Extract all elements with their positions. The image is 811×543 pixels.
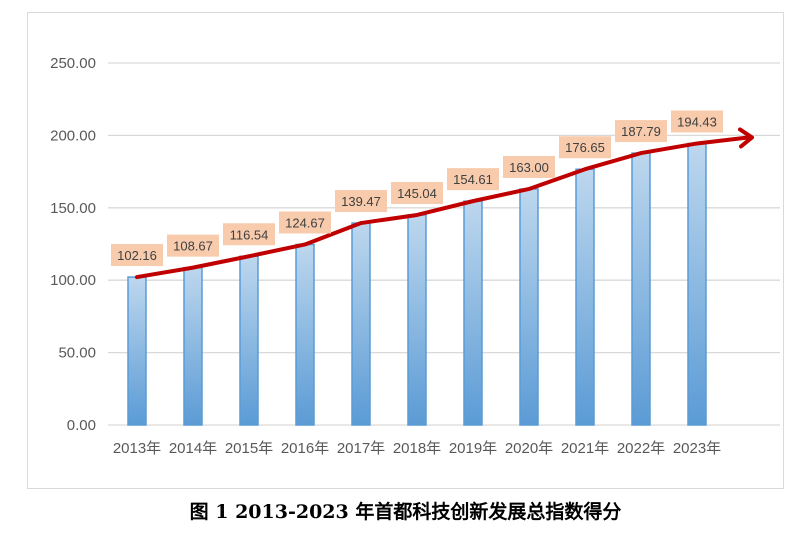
x-tick-label: 2014年: [169, 440, 217, 457]
data-label: 163.00: [509, 160, 549, 175]
data-label: 116.54: [230, 227, 269, 242]
bar: [127, 276, 147, 426]
figure-caption: 图 1 2013-2023 年首都科技创新发展总指数得分: [189, 501, 622, 523]
data-label: 187.79: [621, 124, 661, 139]
data-label-box: [279, 211, 331, 234]
x-tick-label: 2015年: [225, 440, 273, 457]
data-label-box: [391, 181, 443, 204]
data-label: 194.43: [677, 114, 717, 129]
data-label-box: [335, 190, 387, 213]
data-label: 102.16: [117, 248, 157, 263]
data-label-box: [615, 120, 667, 143]
x-tick-label: 2023年: [673, 440, 721, 457]
data-label-box: [503, 155, 555, 178]
data-label-box: [223, 223, 275, 246]
y-tick-label: 0.00: [67, 417, 96, 434]
x-tick-label: 2018年: [393, 440, 441, 457]
bar: [575, 168, 595, 426]
data-label-box: [447, 168, 499, 191]
data-label-box: [671, 110, 723, 133]
data-label: 108.67: [173, 239, 213, 254]
y-tick-label: 100.00: [50, 272, 96, 289]
bar: [295, 243, 315, 426]
x-tick-label: 2022年: [617, 440, 665, 457]
bar: [631, 152, 651, 426]
data-label-box: [559, 136, 611, 159]
x-tick-label: 2017年: [337, 440, 385, 457]
data-label: 154.61: [453, 172, 493, 187]
bar: [463, 200, 483, 426]
bar: [351, 222, 371, 426]
x-tick-label: 2013年: [113, 440, 161, 457]
trend-arrowhead: [738, 127, 754, 149]
y-tick-label: 250.00: [50, 55, 96, 72]
x-tick-label: 2021年: [561, 440, 609, 457]
data-label: 139.47: [341, 194, 381, 209]
y-tick-label: 50.00: [58, 345, 96, 362]
data-label-box: [167, 234, 219, 257]
data-label: 124.67: [285, 215, 325, 230]
bar: [519, 188, 539, 426]
y-tick-label: 200.00: [50, 127, 96, 144]
bar: [183, 266, 203, 426]
y-tick-label: 150.00: [50, 200, 96, 217]
bar: [687, 142, 707, 426]
x-tick-label: 2020年: [505, 440, 553, 457]
data-label-box: [111, 244, 163, 267]
x-tick-label: 2016年: [281, 440, 329, 457]
bar: [407, 214, 427, 426]
data-label: 145.04: [397, 186, 437, 201]
trend-line: [135, 135, 750, 280]
data-label: 176.65: [565, 140, 605, 155]
bar: [239, 255, 259, 426]
x-tick-label: 2019年: [449, 440, 497, 457]
